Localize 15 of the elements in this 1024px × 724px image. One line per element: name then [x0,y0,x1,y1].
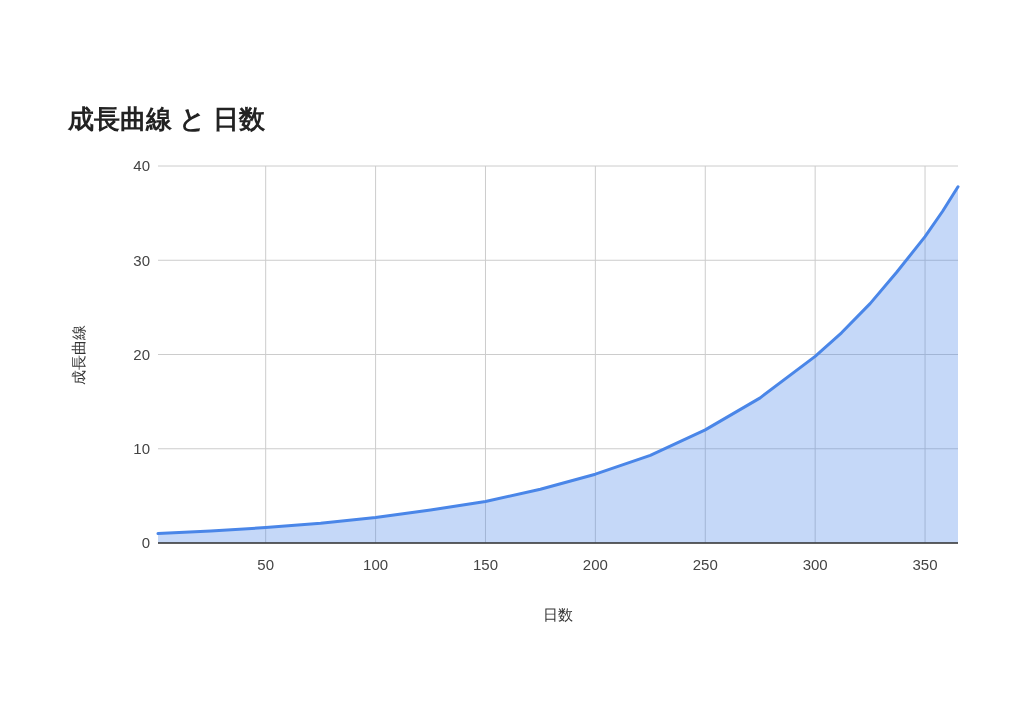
y-tick-label: 40 [133,157,150,175]
y-tick-label: 30 [133,251,150,269]
y-tick-label: 20 [133,345,150,363]
x-tick-label: 200 [582,556,608,573]
x-tick-label: 350 [912,556,938,573]
y-axis-title: 成長曲線 [70,324,87,385]
x-axis-title: 日数 [543,606,573,623]
y-tick-label: 10 [133,440,150,457]
x-tick-label: 300 [802,556,828,573]
x-tick-label: 150 [472,556,498,573]
x-tick-label: 100 [363,556,389,573]
y-tick-label: 0 [141,534,150,552]
x-tick-label: 250 [692,556,718,573]
x-tick-label: 50 [257,556,275,573]
chart-title: 成長曲線 と 日数 [67,104,267,134]
